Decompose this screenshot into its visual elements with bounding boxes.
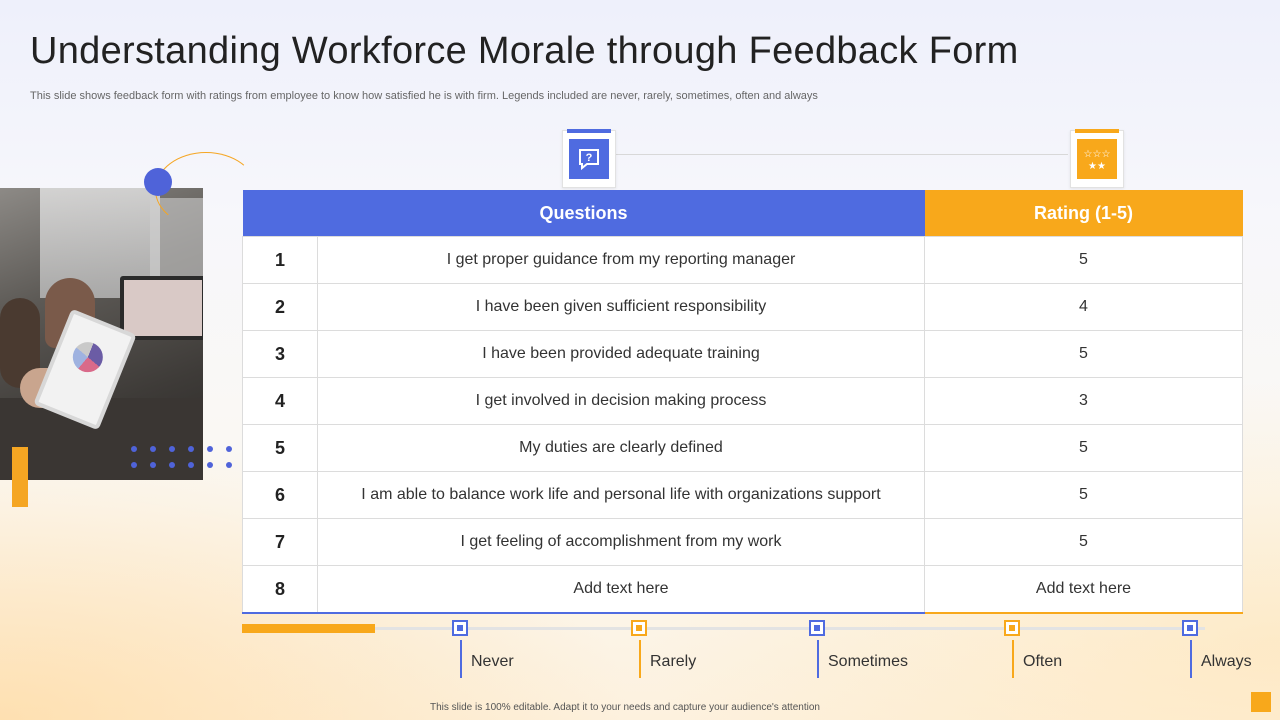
- table-row: 5 My duties are clearly defined 5: [242, 424, 1243, 472]
- legend-label-sometimes: Sometimes: [828, 653, 909, 670]
- table-row: 6 I am able to balance work life and per…: [242, 471, 1243, 519]
- row-number: 5: [242, 424, 318, 472]
- table-row: 8 Add text here Add text here: [242, 565, 1243, 614]
- row-number: 4: [242, 377, 318, 425]
- row-number: 2: [242, 283, 318, 331]
- slide-footer: This slide is 100% editable. Adapt it to…: [430, 702, 820, 713]
- question-cell: I am able to balance work life and perso…: [317, 471, 925, 519]
- table-row: 1 I get proper guidance from my reportin…: [242, 236, 1243, 284]
- legend-label-often: Often: [1023, 653, 1063, 670]
- question-cell: I get involved in decision making proces…: [317, 377, 925, 425]
- row-number: 3: [242, 330, 318, 378]
- row-number: 8: [242, 565, 318, 614]
- table-row: 7 I get feeling of accomplishment from m…: [242, 518, 1243, 566]
- questions-icon-box: ?: [562, 129, 616, 188]
- row-number: 7: [242, 518, 318, 566]
- rating-cell: 3: [924, 377, 1243, 425]
- scale-orange-accent: [242, 624, 375, 633]
- legend-label-never: Never: [471, 653, 514, 670]
- stars-rating-icon: ☆☆☆ ★★: [1077, 139, 1117, 179]
- legend-label-rarely: Rarely: [650, 653, 697, 670]
- legend-marker-sometimes: [809, 620, 825, 636]
- legend-scale-line: [375, 627, 1205, 630]
- questions-header: Questions: [242, 190, 925, 237]
- row-number: 6: [242, 471, 318, 519]
- rating-cell: 5: [924, 518, 1243, 566]
- legend-stem-often: [1012, 640, 1014, 678]
- rating-cell: Add text here: [924, 565, 1243, 614]
- slide-title: Understanding Workforce Morale through F…: [30, 30, 1019, 72]
- table-row: 3 I have been provided adequate training…: [242, 330, 1243, 378]
- svg-text:★★: ★★: [1088, 161, 1106, 172]
- rating-icon-box: ☆☆☆ ★★: [1070, 129, 1124, 188]
- legend-stem-always: [1190, 640, 1192, 678]
- table-row: 2 I have been given sufficient responsib…: [242, 283, 1243, 331]
- table-row: 4 I get involved in decision making proc…: [242, 377, 1243, 425]
- rating-cell: 5: [924, 471, 1243, 519]
- question-chat-icon: ?: [569, 139, 609, 179]
- slide-subtitle: This slide shows feedback form with rati…: [30, 90, 818, 102]
- legend-marker-rarely: [631, 620, 647, 636]
- legend-stem-never: [460, 640, 462, 678]
- rating-cell: 5: [924, 424, 1243, 472]
- legend-marker-always: [1182, 620, 1198, 636]
- rating-cell: 5: [924, 236, 1243, 284]
- rating-header: Rating (1-5): [924, 190, 1243, 237]
- legend-marker-never: [452, 620, 468, 636]
- legend-stem-sometimes: [817, 640, 819, 678]
- corner-accent-square: [1251, 692, 1271, 712]
- question-cell: I get feeling of accomplishment from my …: [317, 518, 925, 566]
- question-cell: My duties are clearly defined: [317, 424, 925, 472]
- legend-label-always: Always: [1201, 653, 1252, 670]
- feedback-table: Questions Rating (1-5) 1 I get proper gu…: [242, 190, 1243, 614]
- decorative-blue-dot: [144, 168, 172, 196]
- question-cell: I have been given sufficient responsibil…: [317, 283, 925, 331]
- rating-cell: 4: [924, 283, 1243, 331]
- legend-stem-rarely: [639, 640, 641, 678]
- office-meeting-photo: [0, 188, 203, 480]
- question-cell: I have been provided adequate training: [317, 330, 925, 378]
- svg-text:?: ?: [586, 152, 593, 164]
- rating-cell: 5: [924, 330, 1243, 378]
- legend-marker-often: [1004, 620, 1020, 636]
- decorative-orange-bar: [12, 447, 28, 507]
- row-number: 1: [242, 236, 318, 284]
- svg-text:☆☆☆: ☆☆☆: [1084, 149, 1111, 160]
- question-cell: Add text here: [317, 565, 925, 614]
- question-cell: I get proper guidance from my reporting …: [317, 236, 925, 284]
- icon-connector-line: [616, 154, 1068, 155]
